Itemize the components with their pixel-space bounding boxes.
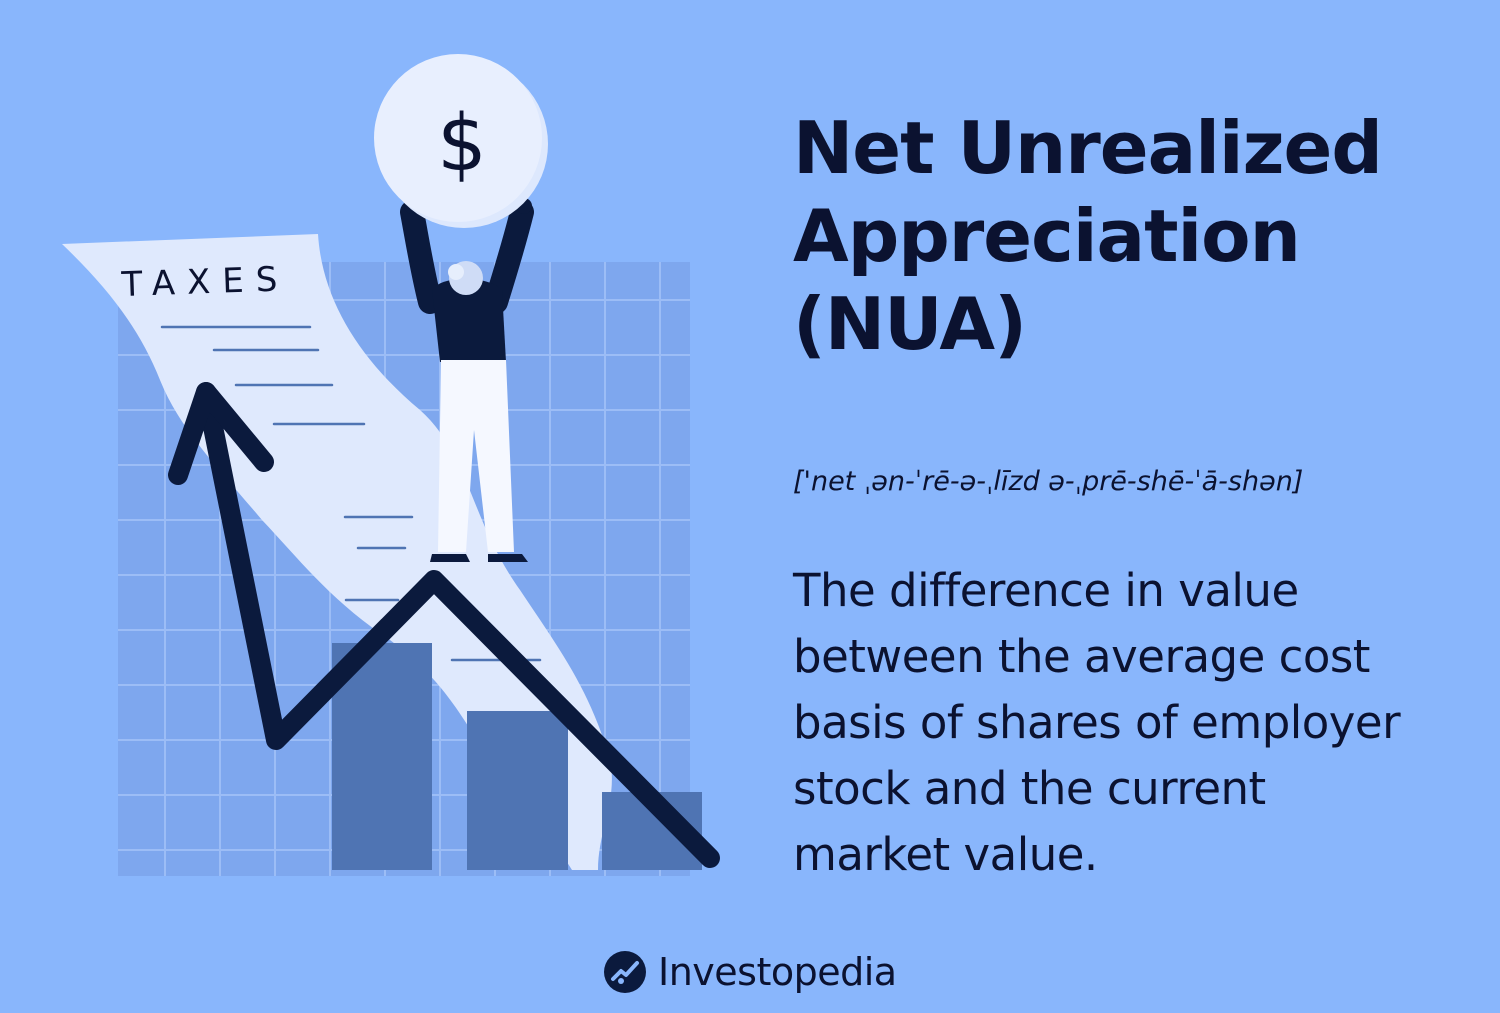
nua-illustration: TAXES [62,54,720,876]
pronunciation: ['net ˌən-ˈrē-ə-ˌlīzd ə-ˌprē-shē-ˈā-shən… [793,466,1304,497]
dollar-coin: $ [374,54,548,228]
title-line: (NUA) [793,282,1027,366]
title-line: Appreciation [793,194,1301,278]
bar-chart [332,643,702,870]
definition-text: The difference in value between the aver… [793,558,1473,888]
definition-line: The difference in value [793,564,1299,617]
dollar-symbol: $ [437,99,487,189]
trend-arrow [168,382,720,868]
investopedia-logo-icon [604,951,646,993]
bar-2 [467,711,568,870]
definition-line: basis of shares of employer [793,696,1401,749]
definition-line: market value. [793,828,1098,881]
definition-line: between the average cost [793,630,1370,683]
brand-footer: Investopedia [604,944,897,1000]
bar-1 [332,643,432,870]
document-label: TAXES [120,259,290,305]
definition-line: stock and the current [793,762,1266,815]
page-title: Net Unrealized Appreciation (NUA) [793,104,1473,368]
title-line: Net Unrealized [793,106,1383,190]
brand-name: Investopedia [658,950,897,994]
